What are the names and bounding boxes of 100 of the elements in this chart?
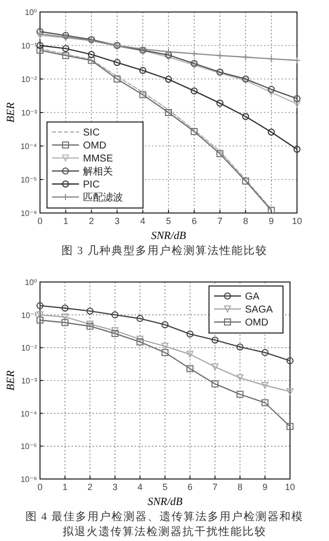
point bbox=[294, 95, 300, 102]
x-tick-label: 8 bbox=[237, 482, 243, 492]
point bbox=[186, 350, 194, 358]
point bbox=[136, 315, 144, 322]
point bbox=[216, 100, 224, 107]
point bbox=[36, 311, 44, 318]
legend-label: MMSE bbox=[83, 154, 114, 164]
y-tick-label: 10⁻⁶ bbox=[20, 475, 37, 484]
y-tick-label: 10⁻¹ bbox=[21, 42, 38, 50]
point bbox=[88, 50, 95, 58]
point bbox=[262, 399, 268, 406]
point bbox=[162, 342, 168, 350]
x-tick-label: 2 bbox=[88, 216, 94, 226]
y-tick-label: 10⁻² bbox=[21, 344, 38, 353]
x-tick-label: 10 bbox=[292, 216, 302, 226]
x-axis-title: SNR/dB bbox=[151, 230, 186, 242]
point bbox=[186, 330, 194, 338]
point bbox=[62, 304, 68, 312]
text: 图 3 几种典型多用户检测算法性能比较 bbox=[60, 244, 268, 259]
point bbox=[165, 48, 172, 56]
point bbox=[286, 357, 294, 364]
legend-label: OMD bbox=[245, 318, 268, 328]
x-tick-label: 0 bbox=[37, 482, 43, 492]
y-tick-label: 10⁻³ bbox=[21, 376, 38, 386]
point bbox=[190, 128, 198, 136]
point bbox=[294, 100, 300, 108]
point bbox=[236, 343, 244, 350]
point bbox=[36, 46, 44, 54]
point bbox=[36, 316, 44, 324]
x-tick-label: 0 bbox=[37, 216, 43, 226]
x-tick-label: 7 bbox=[212, 482, 218, 492]
y-tick-label: 10⁻³ bbox=[21, 108, 38, 118]
y-tick-label: 10⁻⁴ bbox=[20, 142, 38, 151]
point bbox=[216, 52, 224, 60]
legend-label: PIC bbox=[83, 180, 100, 190]
x-tick-label: 7 bbox=[217, 216, 222, 226]
point bbox=[216, 150, 224, 158]
x-tick-label: 5 bbox=[162, 482, 168, 492]
point bbox=[268, 88, 275, 96]
x-tick-label: 3 bbox=[112, 482, 118, 492]
legend-label: SIC bbox=[83, 128, 100, 138]
point bbox=[242, 178, 250, 185]
point bbox=[86, 308, 94, 315]
legend-label: 解相关 bbox=[83, 166, 113, 178]
x-tick-label: 8 bbox=[243, 216, 248, 226]
x-tick-label: 1 bbox=[62, 482, 68, 492]
point bbox=[62, 313, 68, 320]
point bbox=[62, 52, 70, 60]
x-tick-label: 3 bbox=[114, 216, 120, 226]
point bbox=[212, 380, 218, 388]
x-tick-label: 6 bbox=[192, 216, 197, 226]
x-tick-label: 4 bbox=[137, 482, 143, 492]
point bbox=[112, 327, 118, 334]
point bbox=[136, 336, 144, 343]
point bbox=[242, 76, 250, 82]
point bbox=[212, 363, 218, 370]
y-tick-label: 10⁻¹ bbox=[21, 310, 38, 320]
point bbox=[186, 365, 194, 372]
x-tick-label: 5 bbox=[166, 216, 172, 226]
point bbox=[112, 330, 118, 338]
y-tick-label: 10⁻² bbox=[21, 75, 38, 84]
x-tick-label: 1 bbox=[63, 216, 68, 226]
x-tick-label: 10 bbox=[284, 482, 296, 492]
legend-label: GA bbox=[245, 292, 260, 302]
text: 图 4 最佳多用户检测器、遗传算法多用户检测器和模拟退火遗传算法检测器抗干扰性能比较 bbox=[24, 510, 304, 540]
point bbox=[36, 28, 44, 36]
x-tick-label: 4 bbox=[140, 216, 146, 226]
y-tick-label: 10⁻⁴ bbox=[20, 409, 38, 418]
point bbox=[286, 388, 294, 396]
point bbox=[268, 86, 275, 93]
point bbox=[165, 52, 172, 59]
point bbox=[190, 50, 198, 58]
legend-label: OMD bbox=[83, 140, 106, 152]
point bbox=[268, 206, 275, 214]
point bbox=[286, 422, 294, 430]
point bbox=[262, 382, 268, 389]
y-tick-label: 10⁰ bbox=[24, 278, 37, 287]
point bbox=[112, 311, 118, 318]
point bbox=[190, 87, 198, 94]
y-axis-title: BER bbox=[5, 370, 17, 391]
x-tick-label: 2 bbox=[87, 482, 93, 492]
point bbox=[162, 321, 168, 328]
point bbox=[114, 59, 121, 66]
point bbox=[262, 349, 268, 356]
x-tick-label: 9 bbox=[262, 482, 268, 492]
point bbox=[268, 55, 275, 62]
point bbox=[62, 45, 70, 52]
point bbox=[62, 319, 68, 326]
y-tick-label: 10⁻⁵ bbox=[20, 442, 37, 452]
y-tick-label: 10⁻⁶ bbox=[20, 209, 37, 218]
point bbox=[294, 56, 300, 64]
point bbox=[242, 112, 250, 120]
point bbox=[88, 56, 95, 64]
point bbox=[139, 91, 146, 98]
point bbox=[236, 390, 244, 398]
x-tick-label: 9 bbox=[268, 216, 274, 226]
point bbox=[136, 338, 144, 346]
y-tick-label: 10⁰ bbox=[24, 8, 37, 17]
point bbox=[236, 374, 244, 382]
point bbox=[36, 302, 44, 310]
